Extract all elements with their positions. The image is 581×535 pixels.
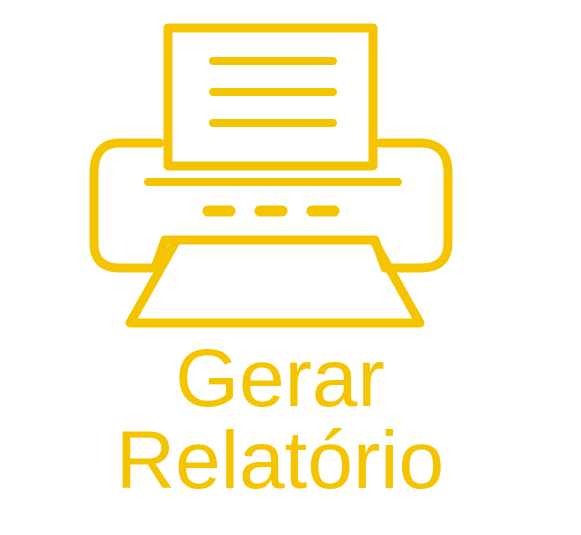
printer-icon	[89, 23, 453, 328]
printer-icon-strokes	[89, 23, 453, 328]
printer-body	[89, 138, 453, 273]
paper-sheet	[163, 23, 378, 171]
label-line-1: Gerar	[175, 333, 385, 424]
label-line-2: Relatório	[115, 415, 445, 506]
output-tray	[125, 238, 425, 328]
